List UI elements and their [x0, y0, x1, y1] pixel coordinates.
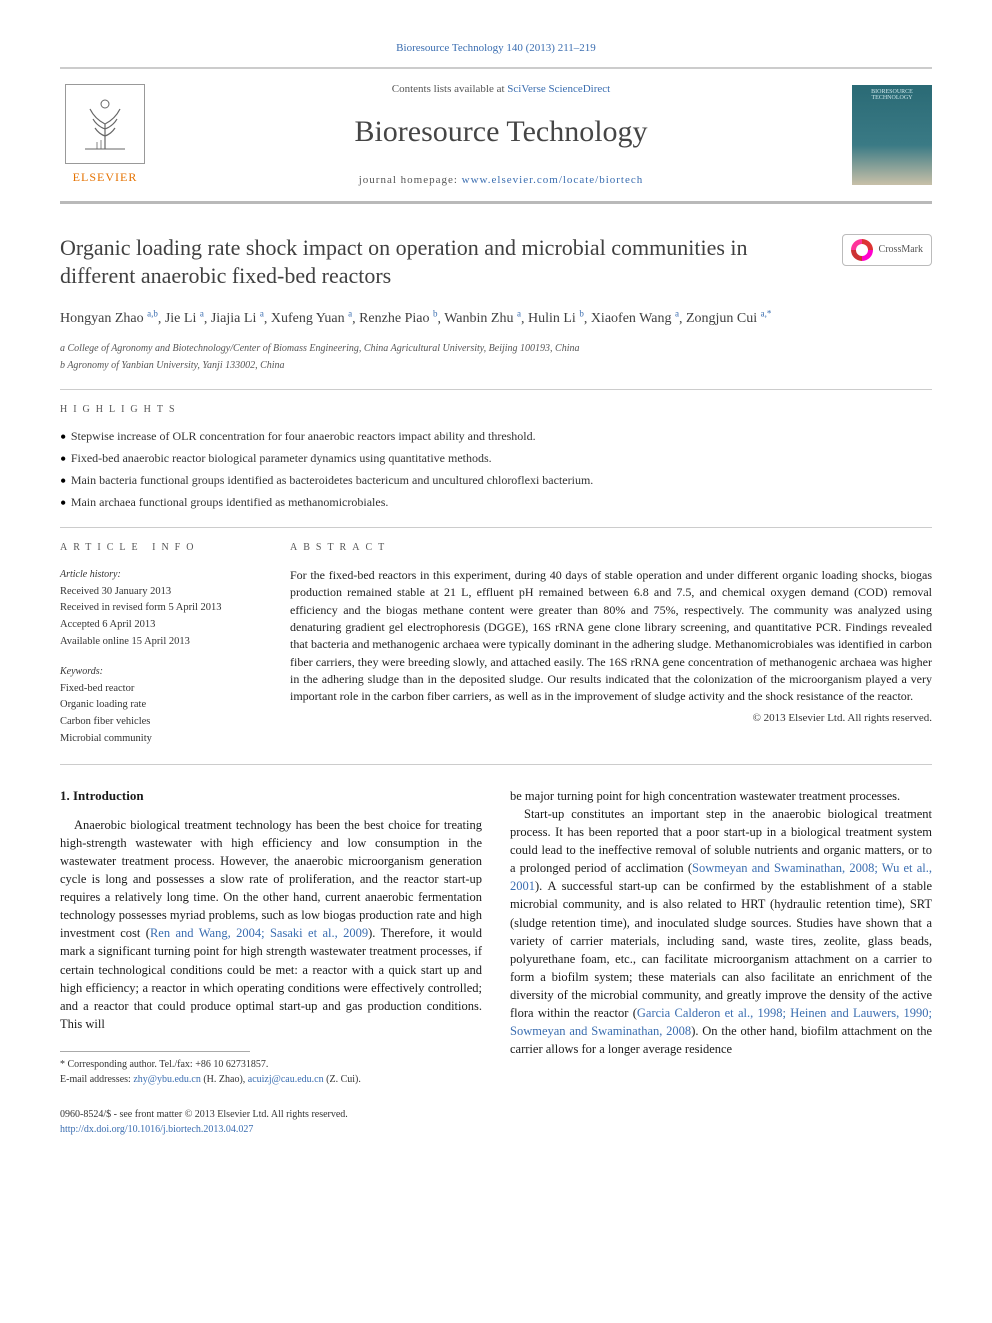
body-columns: 1. Introduction Anaerobic biological tre… — [60, 787, 932, 1087]
header-center: Contents lists available at SciVerse Sci… — [150, 81, 852, 189]
journal-cover-thumbnail: BIORESOURCE TECHNOLOGY — [852, 85, 932, 185]
author: Hongyan Zhao a,b — [60, 311, 158, 326]
title-row: Organic loading rate shock impact on ope… — [60, 234, 932, 291]
publisher-name: ELSEVIER — [73, 168, 138, 186]
author: Renzhe Piao b — [359, 311, 437, 326]
keyword: Microbial community — [60, 731, 260, 747]
body-paragraph: Start-up constitutes an important step i… — [510, 805, 932, 1059]
keywords-head: Keywords: — [60, 664, 260, 679]
divider — [60, 389, 932, 390]
page-footer: 0960-8524/$ - see front matter © 2013 El… — [60, 1107, 932, 1137]
article-info-label: ARTICLE INFO — [60, 540, 260, 555]
highlight-item: Fixed-bed anaerobic reactor biological p… — [60, 449, 932, 467]
author: Wanbin Zhu a — [444, 311, 521, 326]
article-history-head: Article history: — [60, 567, 260, 582]
corresponding-author-note: * Corresponding author. Tel./fax: +86 10… — [60, 1058, 482, 1073]
author: Zongjun Cui a,* — [686, 311, 771, 326]
journal-issue-link[interactable]: Bioresource Technology 140 (2013) 211–21… — [60, 40, 932, 57]
contents-prefix: Contents lists available at — [392, 83, 507, 95]
highlight-item: Main bacteria functional groups identifi… — [60, 471, 932, 489]
history-line: Accepted 6 April 2013 — [60, 617, 260, 633]
body-paragraph: be major turning point for high concentr… — [510, 787, 932, 805]
highlight-item: Main archaea functional groups identifie… — [60, 493, 932, 511]
footnote-divider — [60, 1051, 250, 1052]
email-link[interactable]: zhy@ybu.edu.cn — [133, 1074, 201, 1085]
author: Jiajia Li a — [211, 311, 264, 326]
contents-available-line: Contents lists available at SciVerse Sci… — [150, 81, 852, 98]
keyword: Carbon fiber vehicles — [60, 714, 260, 730]
citation-link[interactable]: Ren and Wang, 2004; Sasaki et al., 2009 — [150, 926, 368, 940]
keyword: Organic loading rate — [60, 697, 260, 713]
email-link[interactable]: acuizj@cau.edu.cn — [248, 1074, 324, 1085]
keyword: Fixed-bed reactor — [60, 681, 260, 697]
abstract-copyright: © 2013 Elsevier Ltd. All rights reserved… — [290, 710, 932, 727]
divider — [60, 764, 932, 765]
affiliation-b: b Agronomy of Yanbian University, Yanji … — [60, 358, 932, 373]
crossmark-badge[interactable]: CrossMark — [842, 234, 932, 266]
homepage-prefix: journal homepage: — [359, 174, 462, 186]
article-title: Organic loading rate shock impact on ope… — [60, 234, 842, 291]
front-matter-line: 0960-8524/$ - see front matter © 2013 El… — [60, 1107, 932, 1122]
article-info-column: ARTICLE INFO Article history: Received 3… — [60, 540, 260, 748]
affiliations: a College of Agronomy and Biotechnology/… — [60, 341, 932, 373]
author: Xiaofen Wang a — [591, 311, 679, 326]
intro-heading: 1. Introduction — [60, 787, 482, 806]
body-col-right: be major turning point for high concentr… — [510, 787, 932, 1087]
journal-homepage-line: journal homepage: www.elsevier.com/locat… — [150, 172, 852, 189]
affiliation-a: a College of Agronomy and Biotechnology/… — [60, 341, 932, 356]
author: Xufeng Yuan a — [271, 311, 352, 326]
journal-homepage-link[interactable]: www.elsevier.com/locate/biortech — [462, 174, 644, 186]
author-list: Hongyan Zhao a,b, Jie Li a, Jiajia Li a,… — [60, 307, 932, 331]
sciencedirect-link[interactable]: SciVerse ScienceDirect — [507, 83, 610, 95]
cover-title-line2: TECHNOLOGY — [872, 95, 913, 102]
email-footnote: E-mail addresses: zhy@ybu.edu.cn (H. Zha… — [60, 1073, 482, 1088]
history-line: Available online 15 April 2013 — [60, 634, 260, 650]
cover-title-line1: BIORESOURCE — [871, 89, 913, 96]
history-line: Received in revised form 5 April 2013 — [60, 600, 260, 616]
author: Jie Li a — [165, 311, 204, 326]
email-label: E-mail addresses: — [60, 1074, 133, 1085]
highlights-label: HIGHLIGHTS — [60, 402, 932, 417]
highlights-list: Stepwise increase of OLR concentration f… — [60, 427, 932, 511]
highlight-item: Stepwise increase of OLR concentration f… — [60, 427, 932, 445]
abstract-body: For the fixed-bed reactors in this exper… — [290, 567, 932, 706]
crossmark-label: CrossMark — [879, 242, 923, 257]
body-paragraph: Anaerobic biological treatment technolog… — [60, 816, 482, 1034]
publisher-logo: ELSEVIER — [60, 84, 150, 186]
divider — [60, 527, 932, 528]
history-line: Received 30 January 2013 — [60, 584, 260, 600]
elsevier-tree-icon — [65, 84, 145, 164]
abstract-column: ABSTRACT For the fixed-bed reactors in t… — [290, 540, 932, 748]
author: Hulin Li b — [528, 311, 584, 326]
body-col-left: 1. Introduction Anaerobic biological tre… — [60, 787, 482, 1087]
abstract-label: ABSTRACT — [290, 540, 932, 555]
journal-header: ELSEVIER Contents lists available at Sci… — [60, 67, 932, 204]
journal-title: Bioresource Technology — [150, 109, 852, 154]
doi-link[interactable]: http://dx.doi.org/10.1016/j.biortech.201… — [60, 1122, 932, 1137]
crossmark-icon — [851, 239, 873, 261]
info-abstract-row: ARTICLE INFO Article history: Received 3… — [60, 540, 932, 748]
